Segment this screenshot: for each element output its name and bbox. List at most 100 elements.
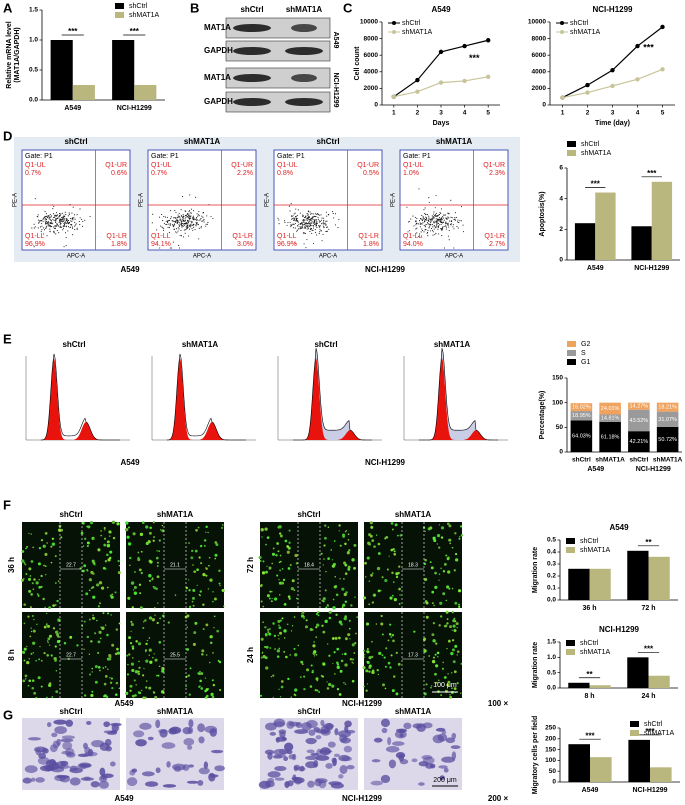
cell (22, 651, 26, 654)
flow-event (188, 214, 190, 216)
cell (31, 614, 34, 617)
cell (391, 571, 394, 575)
flow-event (450, 216, 452, 218)
legend-label: shCtrl (129, 3, 148, 10)
flow-event (300, 223, 302, 225)
cell (344, 683, 347, 685)
cell (393, 550, 396, 553)
cell (349, 638, 351, 640)
stained-cell (198, 767, 210, 775)
cell (191, 596, 195, 600)
cell (269, 647, 272, 649)
value-label: 64.03% (572, 434, 591, 440)
axis-label: PE-A (139, 193, 145, 207)
bar-segment (599, 402, 621, 415)
bar (650, 767, 672, 782)
cell (282, 578, 286, 582)
flow-event (450, 223, 452, 225)
cell (397, 571, 400, 575)
cell (40, 659, 43, 662)
cell (339, 669, 343, 673)
value-label: 14.81% (601, 416, 620, 422)
magnification: 100 × (488, 699, 509, 708)
cell (51, 537, 55, 540)
value-label: 31.07% (658, 417, 677, 423)
flow-event (424, 207, 426, 209)
cell (50, 545, 53, 548)
cell (40, 685, 43, 688)
bar (568, 568, 590, 600)
cell (32, 629, 36, 633)
flow-event (305, 218, 307, 220)
y-tick-label: 4 (559, 195, 563, 202)
flow-event (67, 226, 70, 228)
flow-event (46, 215, 48, 217)
stained-cell (187, 745, 193, 750)
cell (354, 641, 357, 645)
cell (454, 601, 458, 605)
stained-cell (56, 775, 70, 779)
cell (458, 605, 461, 609)
cell (82, 521, 85, 525)
cell (286, 545, 289, 548)
cell (336, 661, 339, 665)
flow-event (174, 217, 176, 219)
cell (145, 650, 147, 653)
cell (191, 600, 194, 603)
flow-event (74, 224, 77, 226)
flow-event (61, 221, 63, 223)
stained-cell (315, 735, 322, 740)
flow-event (293, 227, 295, 229)
x-tick-label: 8 h (584, 693, 594, 700)
flow-event (299, 226, 301, 228)
flow-event (202, 219, 204, 221)
stained-cell (155, 767, 161, 774)
flow-event (165, 223, 167, 226)
cell (348, 619, 351, 622)
quadrant-value: 1.8% (111, 241, 127, 248)
flow-event (52, 223, 54, 225)
cell (387, 639, 390, 642)
cell (366, 650, 369, 653)
cell (110, 677, 113, 680)
flow-event (60, 217, 63, 219)
flow-event (296, 220, 298, 222)
flow-event (71, 212, 73, 214)
stained-cell (450, 745, 461, 750)
cell (36, 623, 38, 626)
flow-event (176, 220, 178, 222)
cell (202, 628, 205, 631)
cell (90, 570, 94, 575)
flow-event (40, 223, 43, 225)
flow-event (294, 227, 296, 229)
cell (82, 545, 85, 547)
flow-event (187, 225, 189, 227)
flow-event (301, 227, 304, 229)
cell (316, 623, 320, 627)
quadrant-value: 94.0% (403, 241, 423, 248)
flow-event (67, 230, 69, 232)
y-tick-label: 8000 (532, 35, 547, 42)
cell (174, 594, 177, 596)
flow-event (303, 232, 305, 234)
flow-event (308, 225, 310, 227)
cell (30, 533, 32, 535)
cell (142, 626, 145, 629)
cell (23, 562, 26, 564)
cell (94, 564, 96, 566)
cell (434, 672, 437, 676)
cell (366, 648, 369, 651)
stained-cell (104, 738, 112, 747)
cell (89, 673, 92, 676)
cell (460, 534, 464, 537)
flow-event (415, 224, 417, 226)
flow-event (190, 223, 192, 225)
cell (48, 644, 51, 646)
x-tick-label: 1 (561, 110, 565, 117)
cell (92, 595, 96, 599)
flow-event (195, 219, 197, 221)
flow-event (44, 215, 46, 218)
flow-event (441, 222, 443, 224)
cell (28, 679, 32, 683)
cell (334, 576, 337, 578)
